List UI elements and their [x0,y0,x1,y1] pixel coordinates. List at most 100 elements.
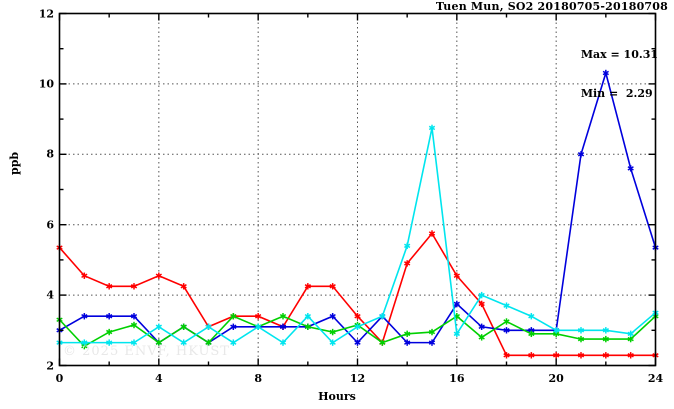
data-point-marker [553,327,560,334]
axis-ticks [58,12,657,367]
data-point-marker [81,272,88,279]
data-point-marker [503,352,510,359]
x-tick-label: 8 [254,371,262,385]
x-tick-label: 0 [55,371,64,385]
data-point-marker [379,339,386,346]
x-tick-label: 16 [449,371,465,385]
data-point-marker [503,302,510,309]
data-point-marker [255,323,262,330]
series-line [58,232,656,357]
data-point-marker [577,352,585,359]
x-tick-label: 20 [548,371,564,385]
data-point-marker [155,323,162,330]
data-point-marker [205,339,212,346]
data-point-marker [602,335,609,343]
data-point-marker [279,339,287,346]
data-point-marker [503,327,510,334]
data-point-marker [106,339,113,346]
data-point-marker [180,323,187,330]
data-point-marker [602,327,609,334]
x-tick-label: 12 [349,371,366,385]
data-point-marker [577,327,585,334]
data-point-marker [255,313,262,320]
data-point-marker [404,330,411,338]
data-point-marker [577,151,585,158]
data-point-marker [404,260,411,267]
data-series-group [56,69,659,359]
y-tick-label: 8 [46,147,54,161]
data-point-marker [528,313,535,320]
data-point-marker [130,321,138,329]
data-point-marker [279,323,287,330]
data-point-marker [205,323,212,330]
data-point-marker [503,318,510,325]
data-point-marker [304,313,311,320]
y-tick-label: 12 [38,7,54,20]
data-point-marker [428,124,436,132]
data-point-marker [404,339,411,346]
data-point-marker [453,272,460,279]
data-point-marker [279,313,287,320]
data-point-marker [602,352,609,359]
data-point-marker [81,339,88,346]
data-point-marker [453,330,460,338]
data-point-marker [180,339,187,346]
data-point-marker [155,339,162,346]
grid-lines [59,13,656,366]
x-tick-label: 4 [155,371,163,385]
data-point-marker [230,313,237,320]
data-point-marker [155,272,162,279]
data-point-marker [478,334,485,341]
data-point-marker [130,313,138,320]
max-value-label: Max = 10.31 [580,48,658,61]
data-point-marker [577,335,585,343]
data-point-marker [428,328,436,336]
y-axis-label: ppb [8,151,21,175]
data-point-marker [478,323,485,330]
y-tick-label: 10 [38,77,54,91]
data-point-marker [453,300,460,308]
data-point-marker [627,330,634,338]
data-point-marker [81,313,88,320]
stats-annotation-box: Max = 10.31 Min = 2.29 [581,22,658,126]
data-point-marker [106,313,113,320]
data-point-marker [354,339,361,346]
data-point-marker [627,165,634,172]
data-point-marker [428,230,436,237]
data-point-marker [478,300,485,308]
data-point-marker [106,283,113,290]
y-tick-label: 4 [46,288,54,302]
data-point-marker [329,313,336,320]
data-point-marker [230,323,237,330]
data-point-marker [553,352,560,359]
data-point-marker [478,291,485,299]
data-point-marker [602,69,609,77]
data-point-marker [354,323,361,330]
y-tick-label: 6 [46,218,54,232]
data-point-marker [106,328,113,336]
data-point-marker [379,313,386,320]
data-point-marker [329,283,336,290]
data-point-marker [354,313,361,320]
data-point-marker [528,330,535,338]
data-point-marker [329,339,336,346]
series-day4 [56,124,659,346]
data-point-marker [404,242,411,250]
data-point-marker [329,328,336,336]
data-point-marker [304,283,311,290]
y-tick-label: 2 [46,359,54,372]
data-point-marker [180,283,187,290]
data-point-marker [230,339,237,346]
x-axis-label: Hours [318,390,356,403]
watermark-text: © 2025 ENVF, HKUST [63,344,230,359]
data-point-marker [428,339,436,346]
data-point-marker [130,283,138,290]
x-tick-label: 24 [647,371,664,385]
min-value-label: Min = 2.29 [580,87,653,100]
chart-title: Tuen Mun, SO2 20180705-20180708 [435,0,668,13]
data-point-marker [528,352,535,359]
data-point-marker [627,352,634,359]
data-point-marker [304,323,311,330]
